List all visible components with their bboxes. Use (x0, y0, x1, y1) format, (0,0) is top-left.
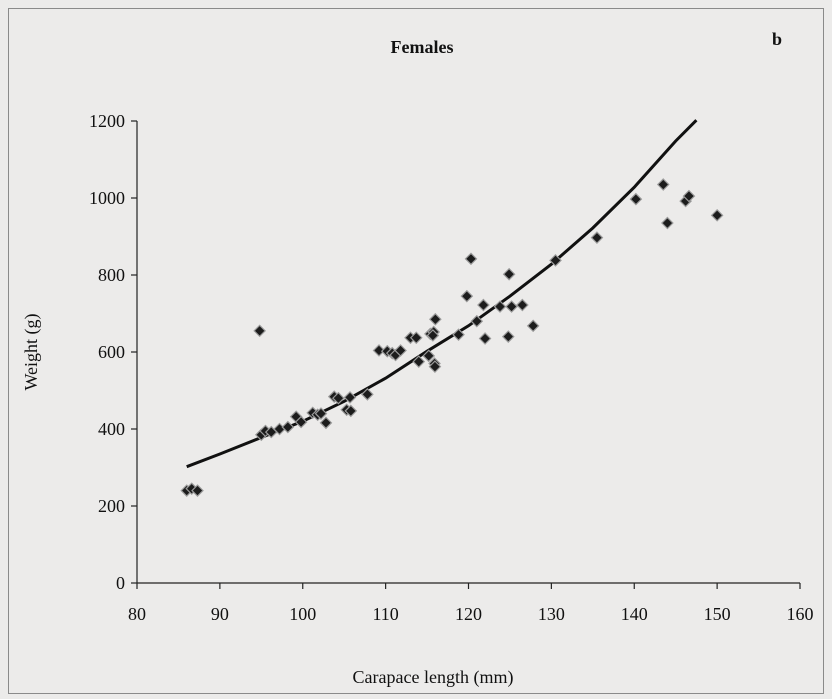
x-ticks: 80 90 100 110 120 130 140 150 160 (128, 583, 814, 624)
x-tick-label: 80 (128, 604, 146, 624)
x-tick-label: 130 (538, 604, 565, 624)
data-point (426, 329, 440, 342)
x-tick-label: 140 (621, 604, 648, 624)
panel-label: b (772, 29, 782, 49)
data-point (502, 267, 516, 281)
data-point (429, 312, 442, 326)
data-point (332, 391, 345, 405)
data-point (422, 349, 436, 363)
data-point (394, 344, 407, 357)
data-points (180, 178, 724, 497)
chart-frame (8, 8, 824, 694)
data-point (452, 328, 465, 342)
data-point (361, 388, 374, 401)
data-point (372, 344, 386, 357)
y-tick-label: 1200 (89, 111, 125, 131)
data-point (682, 189, 696, 203)
y-tick-label: 0 (116, 573, 125, 593)
data-point (409, 331, 423, 345)
data-point (428, 360, 442, 373)
data-point (412, 355, 426, 368)
y-axis-label: Weight (g) (21, 313, 42, 390)
data-point (281, 420, 295, 434)
data-point (478, 332, 492, 345)
data-point (590, 231, 604, 245)
x-tick-label: 90 (211, 604, 229, 624)
data-point (516, 298, 529, 312)
data-point (493, 300, 507, 313)
data-point (526, 319, 540, 333)
y-tick-label: 800 (98, 265, 125, 285)
data-point (477, 298, 490, 312)
data-point (629, 192, 643, 206)
data-point (344, 404, 358, 418)
data-point (191, 484, 204, 497)
x-axis-label: Carapace length (mm) (353, 667, 514, 688)
data-point (460, 289, 474, 303)
y-tick-label: 400 (98, 419, 125, 439)
x-tick-label: 110 (372, 604, 398, 624)
data-point (710, 208, 724, 222)
data-point (505, 300, 518, 313)
data-point (343, 391, 357, 404)
chart-title: Females (391, 37, 454, 57)
data-point (319, 416, 333, 430)
data-point (549, 254, 562, 267)
data-point (294, 415, 308, 429)
y-ticks: 0 200 400 600 800 1000 1200 (89, 111, 137, 593)
y-tick-label: 600 (98, 342, 125, 362)
data-point (470, 314, 484, 328)
data-point (501, 330, 515, 343)
data-point (661, 216, 674, 230)
data-point (253, 324, 267, 338)
data-point (464, 252, 478, 266)
data-point (656, 178, 670, 191)
x-tick-label: 120 (455, 604, 482, 624)
y-tick-label: 200 (98, 496, 125, 516)
data-point (314, 407, 328, 420)
y-tick-label: 1000 (89, 188, 125, 208)
x-tick-label: 150 (704, 604, 731, 624)
fit-curve-line (186, 119, 698, 469)
x-tick-label: 160 (787, 604, 814, 624)
x-tick-label: 100 (289, 604, 316, 624)
